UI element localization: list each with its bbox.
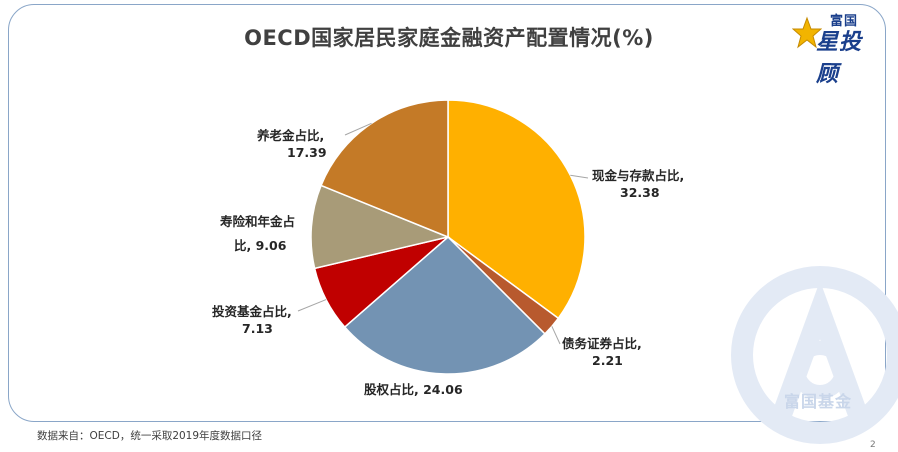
slice-label-funds-line1: 投资基金占比, (212, 304, 292, 319)
chart-title: OECD国家居民家庭金融资产配置情况(%) (244, 26, 654, 50)
pie-slice-equity (343, 235, 546, 375)
slice-label-pension: 养老金占比, 17.39 (257, 127, 327, 161)
slice-label-cash-line2: 32.38 (620, 185, 660, 200)
slice-label-debt-line1: 债务证券占比, (562, 336, 642, 351)
slice-label-pension-line1: 养老金占比, (257, 128, 325, 143)
slice-label-debt-line2: 2.21 (592, 353, 623, 368)
pie-slice-pension (320, 99, 449, 239)
brand-logo: 富国 星投顾 (792, 10, 878, 87)
slice-label-funds: 投资基金占比, 7.13 (212, 303, 292, 337)
leader-line (344, 122, 372, 136)
slice-label-pension-line2: 17.39 (287, 145, 327, 160)
star-icon (792, 16, 822, 49)
slice-label-equity-line1: 股权占比, 24.06 (364, 382, 463, 397)
slice-label-insurance-line2: 比, 9.06 (234, 238, 287, 253)
slice-label-cash: 现金与存款占比, 32.38 (592, 167, 684, 201)
watermark-emblem-icon (731, 266, 898, 444)
slice-label-equity: 股权占比, 24.06 (364, 381, 463, 398)
slice-label-insurance-line1: 寿险和年金占 (220, 214, 296, 229)
leader-line (551, 326, 561, 345)
logo-main-text: 星投顾 (816, 30, 863, 87)
slice-label-insurance: 寿险和年金占 比, 9.06 (220, 210, 295, 258)
watermark-text: 富国基金 (784, 392, 853, 411)
leader-line (570, 174, 589, 179)
logo-small-text: 富国 (830, 14, 859, 29)
slice-label-funds-line2: 7.13 (242, 321, 273, 336)
leader-line (297, 299, 327, 312)
slice-label-debt: 债务证券占比, 2.21 (562, 335, 642, 369)
source-note: 数据来自：OECD，统一采取2019年度数据口径 (37, 430, 263, 442)
page-number: 2 (870, 440, 876, 450)
pie-slice-cash (447, 99, 586, 320)
pie-slice-insurance (310, 184, 451, 270)
slice-label-cash-line1: 现金与存款占比, (592, 168, 685, 183)
